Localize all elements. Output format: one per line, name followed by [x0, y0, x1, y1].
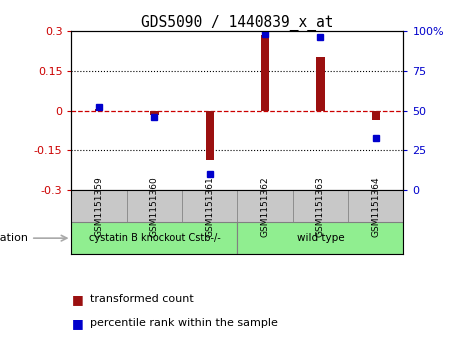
Bar	[150, 111, 159, 115]
Text: percentile rank within the sample: percentile rank within the sample	[90, 318, 278, 328]
Bar	[237, 190, 293, 222]
Bar	[182, 190, 237, 222]
Text: GSM1151363: GSM1151363	[316, 176, 325, 237]
Bar	[71, 190, 127, 222]
Bar	[293, 190, 348, 222]
Bar	[316, 57, 325, 111]
Bar	[95, 109, 103, 111]
Text: genotype/variation: genotype/variation	[0, 233, 67, 243]
Text: wild type: wild type	[296, 233, 344, 243]
Text: GSM1151360: GSM1151360	[150, 176, 159, 237]
Text: ■: ■	[71, 293, 83, 306]
Text: ■: ■	[71, 317, 83, 330]
Bar	[71, 222, 237, 254]
Text: GSM1151359: GSM1151359	[95, 176, 104, 237]
Text: GSM1151364: GSM1151364	[371, 176, 380, 237]
Bar	[237, 222, 403, 254]
Bar	[206, 111, 214, 160]
Title: GDS5090 / 1440839_x_at: GDS5090 / 1440839_x_at	[141, 15, 334, 31]
Bar	[372, 111, 380, 120]
Bar	[261, 35, 269, 111]
Text: GSM1151361: GSM1151361	[205, 176, 214, 237]
Bar	[127, 190, 182, 222]
Text: cystatin B knockout Cstb-/-: cystatin B knockout Cstb-/-	[89, 233, 220, 243]
Text: transformed count: transformed count	[90, 294, 194, 305]
Text: GSM1151362: GSM1151362	[260, 176, 270, 237]
Bar	[348, 190, 403, 222]
